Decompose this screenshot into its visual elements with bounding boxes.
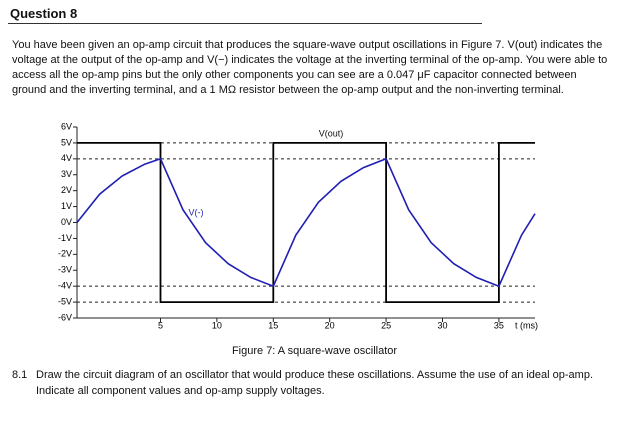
y-tick-label: 0V [61,217,72,227]
y-tick-label: 3V [61,169,72,179]
subquestion-number: 8.1 [12,369,28,381]
x-tick-label: 30 [437,320,447,330]
series-line [76,157,536,288]
x-tick-label: 25 [381,320,391,330]
y-tick-label: -6V [58,312,72,322]
x-axis-label: t (ms) [515,320,538,330]
y-tick-label: 1V [61,201,72,211]
x-tick-label: 10 [212,320,222,330]
y-tick-label: -1V [58,233,72,243]
question-text: You have been given an op-amp circuit th… [12,39,608,96]
subquestion-text: Draw the circuit diagram of an oscillato… [36,369,594,397]
x-tick-label: 15 [268,320,278,330]
y-tick-label: -5V [58,296,72,306]
y-tick-label: 5V [61,137,72,147]
subquestion: 8.1 Draw the circuit diagram of an oscil… [12,367,612,399]
series-label: V(out) [319,128,344,138]
y-tick-label: -4V [58,281,72,291]
y-tick-label: -2V [58,249,72,259]
chart: 6V 5V 4V 3V 2V 1V 0V -1V -2V -3V -4V -5V -6V 5 10 15 20 2… [58,121,538,330]
title-rule [8,23,482,24]
y-tick-label: -3V [58,265,72,275]
x-tick-label: 20 [325,320,335,330]
y-tick-label: 2V [61,185,72,195]
series-label: V(-) [189,207,204,217]
y-tick-label: 4V [61,153,72,163]
x-tick-label: 5 [158,320,163,330]
figure-caption: Figure 7: A square-wave oscillator [231,345,398,357]
x-tick-label: 35 [494,320,504,330]
series-line [77,141,535,304]
question-title: Question 8 [10,6,78,21]
y-tick-label: 6V [61,121,72,131]
